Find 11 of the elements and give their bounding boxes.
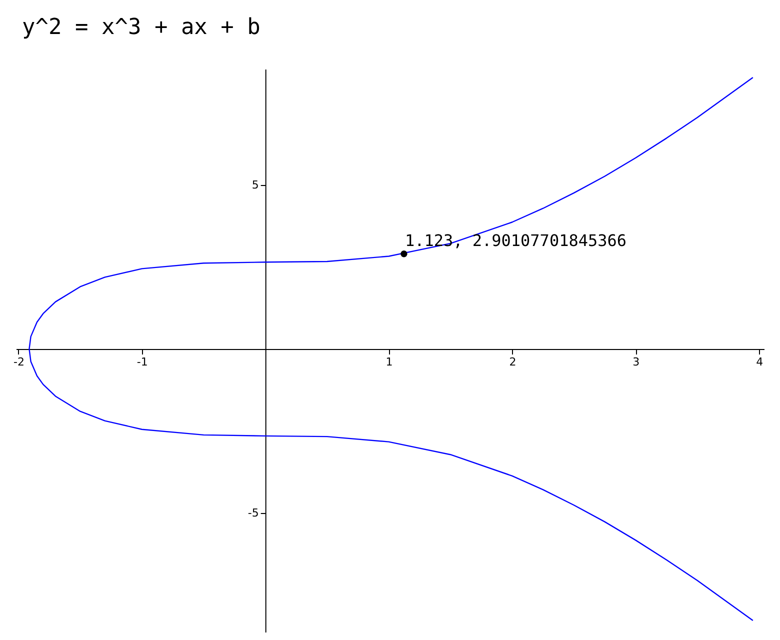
chart-title: y^2 = x^3 + ax + b (22, 15, 260, 40)
x-tick-label: 1 (386, 356, 393, 369)
x-tick-label: 3 (632, 356, 640, 369)
x-tick-label: 4 (756, 356, 764, 369)
x-tick-label: -2 (13, 356, 24, 369)
line-series (28, 76, 754, 622)
annotation: 1.123, 2.90107701845366 (404, 230, 627, 250)
x-tick-label: 2 (509, 356, 516, 369)
x-tick-label: -1 (136, 356, 148, 369)
y-tick-label: -5 (248, 506, 259, 520)
y-tick-label: 5 (252, 178, 259, 192)
